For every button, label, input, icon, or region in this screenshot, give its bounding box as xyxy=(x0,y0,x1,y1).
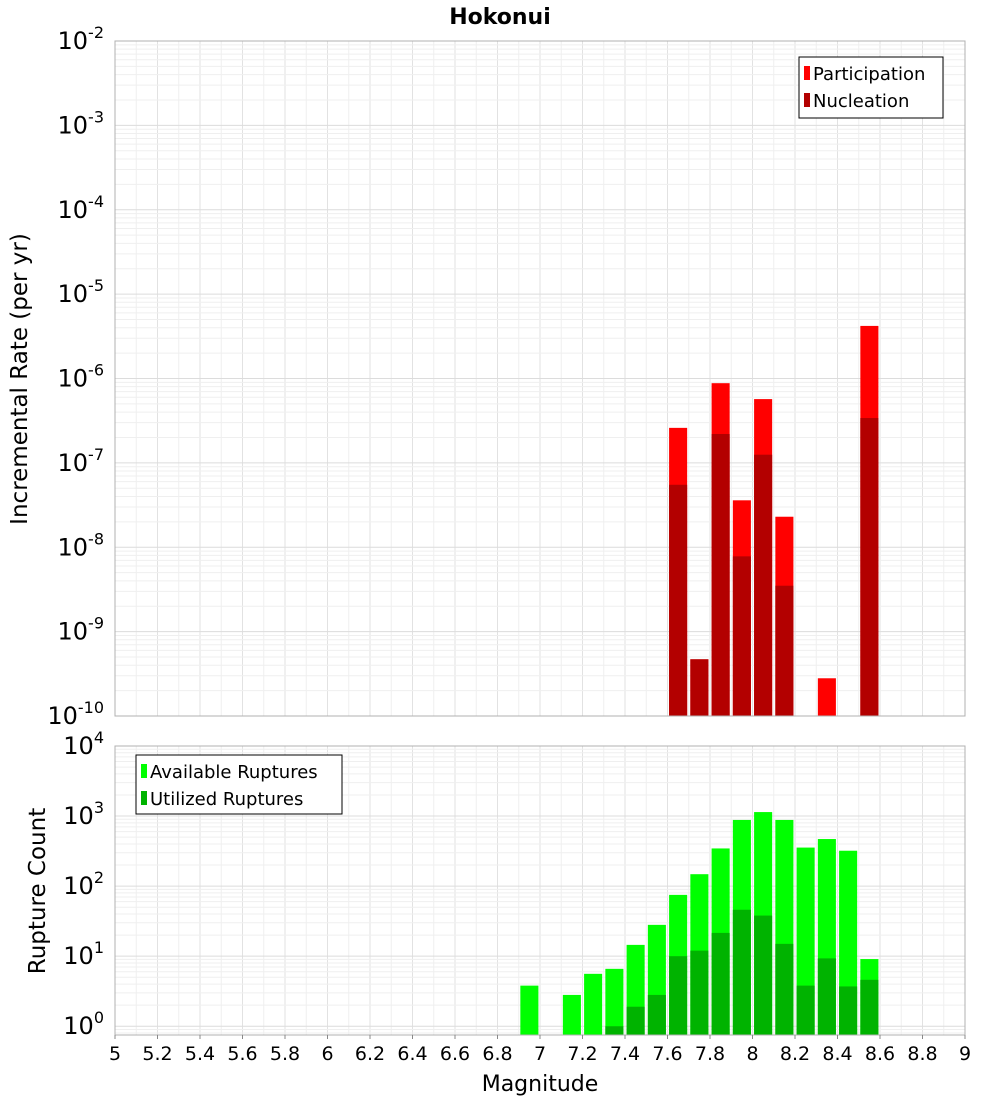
x-tick-label: 8 xyxy=(746,1043,758,1065)
legend-entry: Nucleation xyxy=(813,91,909,112)
bar-available-ruptures xyxy=(520,985,539,1035)
y-tick-label: 100 xyxy=(63,1008,104,1040)
x-tick-label: 5.4 xyxy=(185,1043,215,1065)
bar-nucleation xyxy=(711,433,730,716)
x-tick-label: 8.4 xyxy=(822,1043,852,1065)
x-tick-label: 7.2 xyxy=(567,1043,597,1065)
x-tick-label: 7.8 xyxy=(695,1043,725,1065)
x-tick-label: 6 xyxy=(321,1043,333,1065)
x-tick-label: 9 xyxy=(959,1043,971,1065)
y-tick-label: 103 xyxy=(63,798,104,830)
y-tick-label: 10-9 xyxy=(58,614,105,646)
legend-swatch xyxy=(804,93,810,107)
x-tick-label: 7 xyxy=(534,1043,546,1065)
panel-2: 100 101 102 103 104 5 5.2 5.4 5.6 5.8 6 6.2 6.4 6.6 6.… xyxy=(63,728,971,1065)
y-tick-label: 101 xyxy=(63,938,104,970)
x-tick-label: 8.8 xyxy=(907,1043,937,1065)
chart-title: Hokonui xyxy=(449,5,551,30)
x-tick-label: 6.8 xyxy=(482,1043,512,1065)
y-tick-label: 10-2 xyxy=(58,23,105,55)
bar-utilized-ruptures xyxy=(626,1006,645,1035)
bar-utilized-ruptures xyxy=(690,950,709,1035)
bar-nucleation xyxy=(860,418,879,716)
legend-box xyxy=(135,754,343,815)
bottom-y-axis-label: Rupture Count xyxy=(25,808,51,974)
bar-available-ruptures xyxy=(584,973,603,1035)
bar-utilized-ruptures xyxy=(796,985,815,1035)
bar-nucleation xyxy=(775,585,794,716)
legend-entry: Available Ruptures xyxy=(150,762,318,783)
bar-participation xyxy=(817,678,836,716)
legend: Participation Nucleation xyxy=(798,56,944,119)
x-tick-label: 8.6 xyxy=(865,1043,895,1065)
legend-box xyxy=(798,56,944,119)
x-tick-label: 6.4 xyxy=(397,1043,427,1065)
y-tick-label: 10-7 xyxy=(58,445,105,477)
legend-entry: Participation xyxy=(813,64,925,85)
plot-frame xyxy=(114,40,966,717)
bar-utilized-ruptures xyxy=(860,979,879,1035)
bar-available-ruptures xyxy=(605,968,624,1035)
legend-entry: Utilized Ruptures xyxy=(150,789,303,810)
top-y-axis-label: Incremental Rate (per yr) xyxy=(7,233,33,525)
bar-nucleation xyxy=(732,556,751,716)
bar-utilized-ruptures xyxy=(711,932,730,1035)
bar-nucleation xyxy=(754,454,773,716)
x-tick-label: 5.8 xyxy=(270,1043,300,1065)
bar-utilized-ruptures xyxy=(732,909,751,1035)
y-tick-label: 10-6 xyxy=(58,361,105,393)
legend: Available Ruptures Utilized Ruptures xyxy=(135,754,343,815)
bar-nucleation xyxy=(669,484,688,716)
bar-utilized-ruptures xyxy=(669,956,688,1035)
bar-nucleation xyxy=(690,659,709,716)
x-tick-label: 8.2 xyxy=(780,1043,810,1065)
legend-swatch xyxy=(141,791,147,805)
y-tick-label: 104 xyxy=(63,728,104,760)
legend-swatch xyxy=(141,764,147,778)
legend-swatch xyxy=(804,66,810,80)
bar-utilized-ruptures xyxy=(754,915,773,1035)
y-tick-label: 10-10 xyxy=(47,698,104,730)
x-tick-label: 7.4 xyxy=(610,1043,640,1065)
x-tick-label: 7.6 xyxy=(652,1043,682,1065)
x-tick-label: 5 xyxy=(109,1043,121,1065)
y-tick-label: 10-5 xyxy=(58,276,105,308)
bar-utilized-ruptures xyxy=(817,958,836,1035)
x-tick-label: 5.2 xyxy=(142,1043,172,1065)
y-tick-label: 10-3 xyxy=(58,107,105,139)
bar-available-ruptures xyxy=(562,994,581,1035)
bar-utilized-ruptures xyxy=(605,1026,624,1035)
x-tick-label: 5.6 xyxy=(227,1043,257,1065)
bar-utilized-ruptures xyxy=(647,994,666,1035)
panel-1: 10-10 10-9 10-8 10-7 10-6 10-5 10-4 10-3 10-2 Par… xyxy=(47,23,966,730)
x-axis-label: Magnitude xyxy=(482,1072,599,1097)
bar-utilized-ruptures xyxy=(775,943,794,1035)
y-tick-label: 10-4 xyxy=(58,192,105,224)
x-tick-label: 6.6 xyxy=(440,1043,470,1065)
y-tick-label: 102 xyxy=(63,868,104,900)
bar-utilized-ruptures xyxy=(839,986,858,1035)
x-tick-label: 6.2 xyxy=(355,1043,385,1065)
y-tick-label: 10-8 xyxy=(58,529,105,561)
